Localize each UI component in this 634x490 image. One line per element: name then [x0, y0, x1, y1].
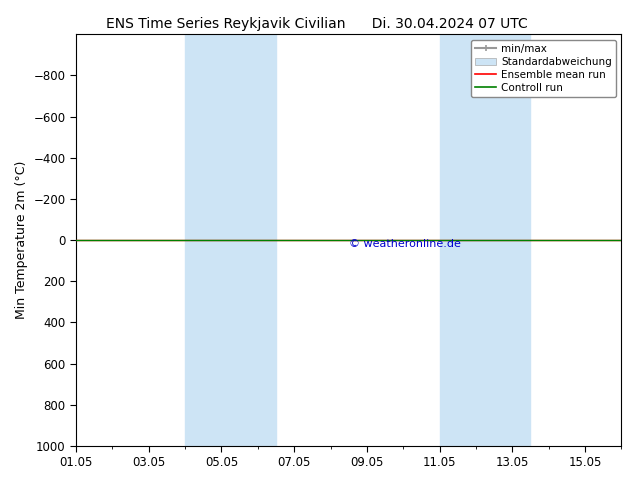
Text: © weatheronline.de: © weatheronline.de: [349, 239, 460, 249]
Legend: min/max, Standardabweichung, Ensemble mean run, Controll run: min/max, Standardabweichung, Ensemble me…: [471, 40, 616, 97]
Text: ENS Time Series Reykjavik Civilian      Di. 30.04.2024 07 UTC: ENS Time Series Reykjavik Civilian Di. 3…: [106, 17, 528, 31]
Y-axis label: Min Temperature 2m (°C): Min Temperature 2m (°C): [15, 161, 28, 319]
Bar: [439, 34, 531, 446]
Bar: [185, 34, 276, 446]
